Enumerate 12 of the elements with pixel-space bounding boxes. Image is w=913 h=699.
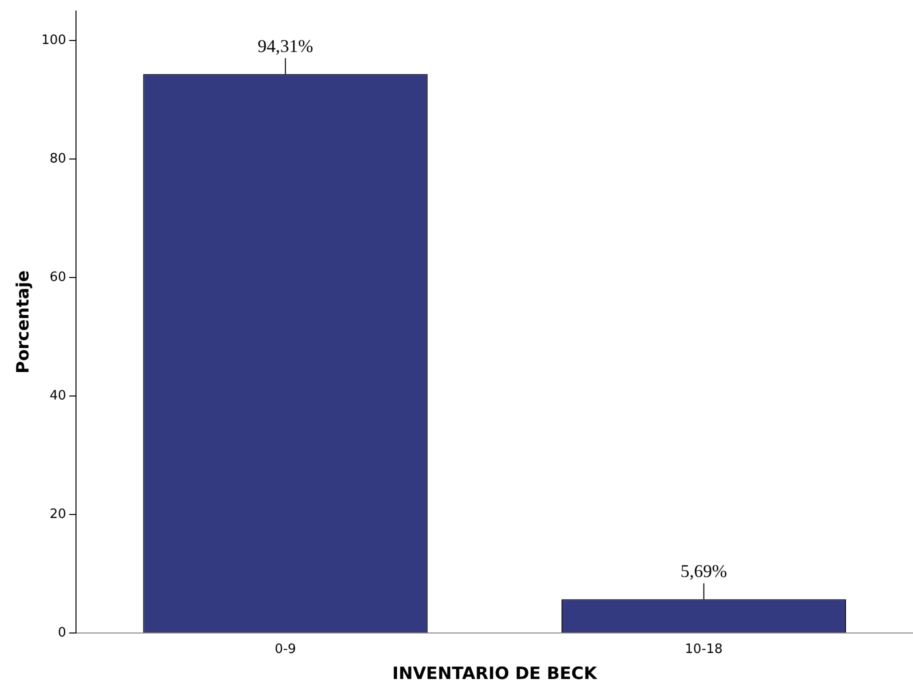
y-tick-label: 60 [50, 270, 66, 285]
x-tick-label: 10-18 [684, 642, 723, 658]
y-tick-label: 40 [50, 388, 66, 404]
x-tick-label: 0-9 [274, 642, 296, 658]
y-axis-title: Porcentaje [14, 270, 34, 374]
y-tick-label: 80 [50, 151, 66, 166]
x-axis-title: INVENTARIO DE BECK [392, 664, 598, 684]
y-tick-label: 100 [41, 32, 66, 48]
data-label: 94,31% [258, 36, 314, 56]
data-label: 5,69% [680, 561, 728, 582]
y-tick-label: 20 [50, 506, 66, 522]
y-tick-label: 0 [58, 625, 66, 640]
